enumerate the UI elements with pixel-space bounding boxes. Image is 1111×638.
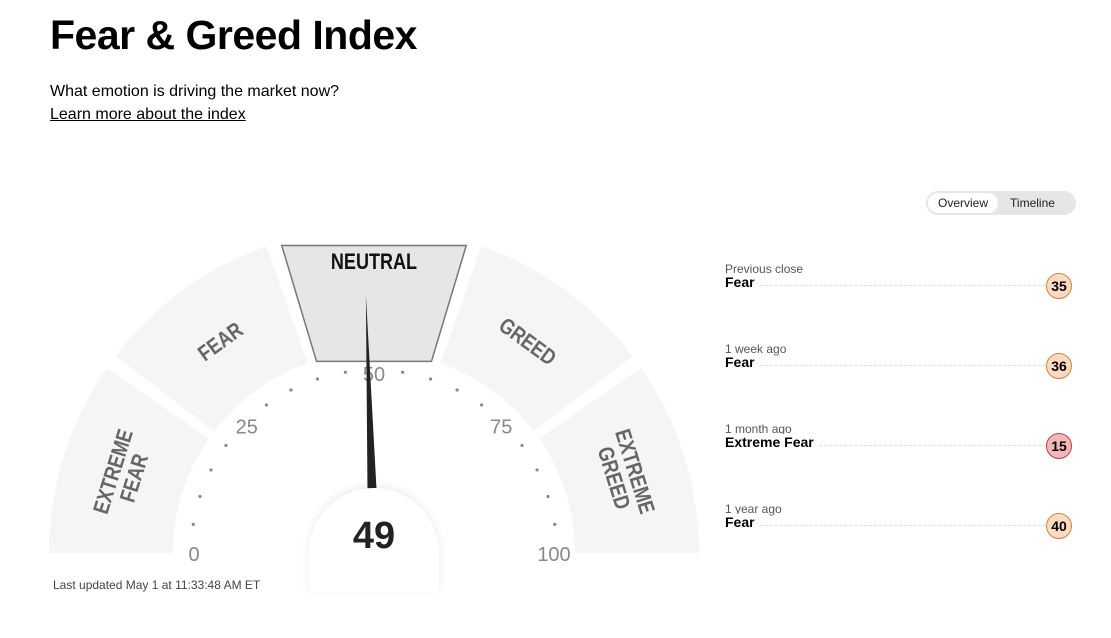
segment-label: NEUTRAL: [331, 250, 417, 274]
tick-label: 100: [537, 544, 570, 566]
tick-dot: [209, 468, 213, 472]
history-value-badge: 35: [1046, 273, 1072, 299]
gauge-segment-neutral: [280, 244, 468, 363]
tick-dot: [264, 403, 269, 407]
history-item: Previous close Fear 35: [725, 262, 1072, 302]
tick-dot: [224, 443, 228, 448]
gauge-segment-greed: [440, 246, 633, 432]
tick-dot: [198, 494, 202, 499]
tick-dot: [520, 443, 524, 448]
history-value-badge: 36: [1046, 353, 1072, 379]
page-title: Fear & Greed Index: [50, 12, 417, 58]
gauge-segment-fear: [115, 246, 308, 432]
fear-greed-gauge: EXTREMEFEARFEARNEUTRALGREEDEXTREMEGREED0…: [49, 244, 699, 593]
history-rating: Fear: [725, 354, 759, 370]
tick-dot: [535, 468, 539, 472]
tick-dot: [343, 370, 347, 374]
dotted-leader: [725, 525, 1046, 526]
history-value-badge: 15: [1046, 433, 1072, 459]
history-rating: Fear: [725, 274, 759, 290]
tick-dot: [546, 494, 550, 499]
dotted-leader: [725, 365, 1046, 366]
history-when: Previous close: [725, 262, 804, 276]
tick-dot: [401, 370, 405, 374]
learn-more-link[interactable]: Learn more about the index: [50, 106, 246, 123]
tick-dot: [315, 377, 320, 381]
history-rating: Fear: [725, 514, 759, 530]
history-when: 1 month ago: [725, 422, 792, 436]
last-updated: Last updated May 1 at 11:33:48 AM ET: [53, 578, 261, 592]
history-value-badge: 40: [1046, 513, 1072, 539]
tick-label: 50: [363, 364, 385, 386]
history-item: 1 week ago Fear 36: [725, 342, 1072, 382]
tab-timeline[interactable]: Timeline: [1010, 196, 1055, 210]
tick-label: 0: [188, 544, 199, 566]
tick-dot: [428, 377, 433, 381]
gauge-value: 49: [353, 515, 395, 557]
tick-label: 75: [490, 417, 512, 439]
history-when: 1 week ago: [725, 342, 787, 356]
tick-dot: [289, 388, 293, 392]
tick-dot: [455, 388, 459, 392]
dotted-leader: [725, 445, 1046, 446]
history-rating: Extreme Fear: [725, 434, 818, 450]
history-item: 1 year ago Fear 40: [725, 502, 1072, 542]
gauge-segment-extreme-fear: [49, 367, 209, 553]
page-subtitle: What emotion is driving the market now?: [50, 83, 340, 100]
tab-overview[interactable]: Overview: [928, 193, 999, 213]
gauge-segment-extreme-greed: [539, 367, 699, 553]
dotted-leader: [725, 285, 1046, 286]
history-item: 1 month ago Extreme Fear 15: [725, 422, 1072, 462]
tick-dot: [479, 403, 484, 407]
tick-dot: [553, 522, 557, 526]
view-toggle[interactable]: Overview Timeline: [926, 191, 1076, 215]
history-when: 1 year ago: [725, 502, 782, 516]
gauge-center-hub: [309, 488, 439, 593]
tick-dot: [191, 522, 195, 526]
tick-label: 25: [236, 417, 258, 439]
